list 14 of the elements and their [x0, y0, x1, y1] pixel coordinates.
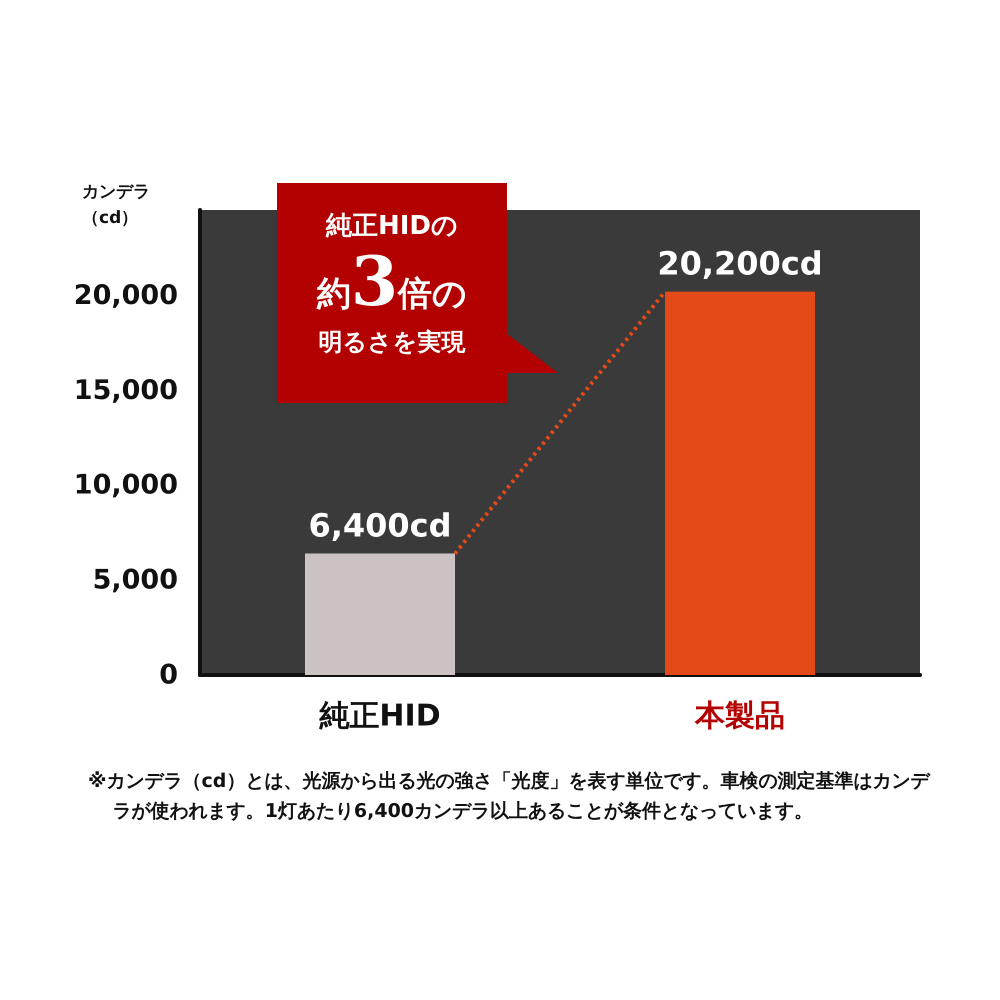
text: ※カンデラ（cd）とは、光源から出る光の強さ「光度」を表す単位です。車検の測定基準はカンデラが使われます。1灯あたり6,400カンデラ以上あることが条件となっています。 — [88, 769, 932, 824]
data-label: 20,200cd — [657, 244, 823, 283]
y-axis-title: カンデラ（cd） — [82, 181, 151, 230]
y-tick-label: 10,000 — [74, 470, 178, 501]
y-tick-label: 0 — [159, 660, 178, 690]
y-tick-label: 20,000 — [74, 280, 178, 311]
x-tick-label: 純正HID — [318, 698, 441, 734]
y-tick-label: 5,000 — [92, 564, 178, 596]
annotation: 明るさを実現 — [318, 326, 466, 357]
annotation: 約3倍の — [316, 242, 468, 324]
x-tick-label: 本製品 — [694, 698, 785, 734]
annotation: 純正HIDの — [324, 210, 459, 242]
y-tick-label: 15,000 — [74, 374, 178, 406]
data-label: 6,400cd — [308, 506, 452, 545]
